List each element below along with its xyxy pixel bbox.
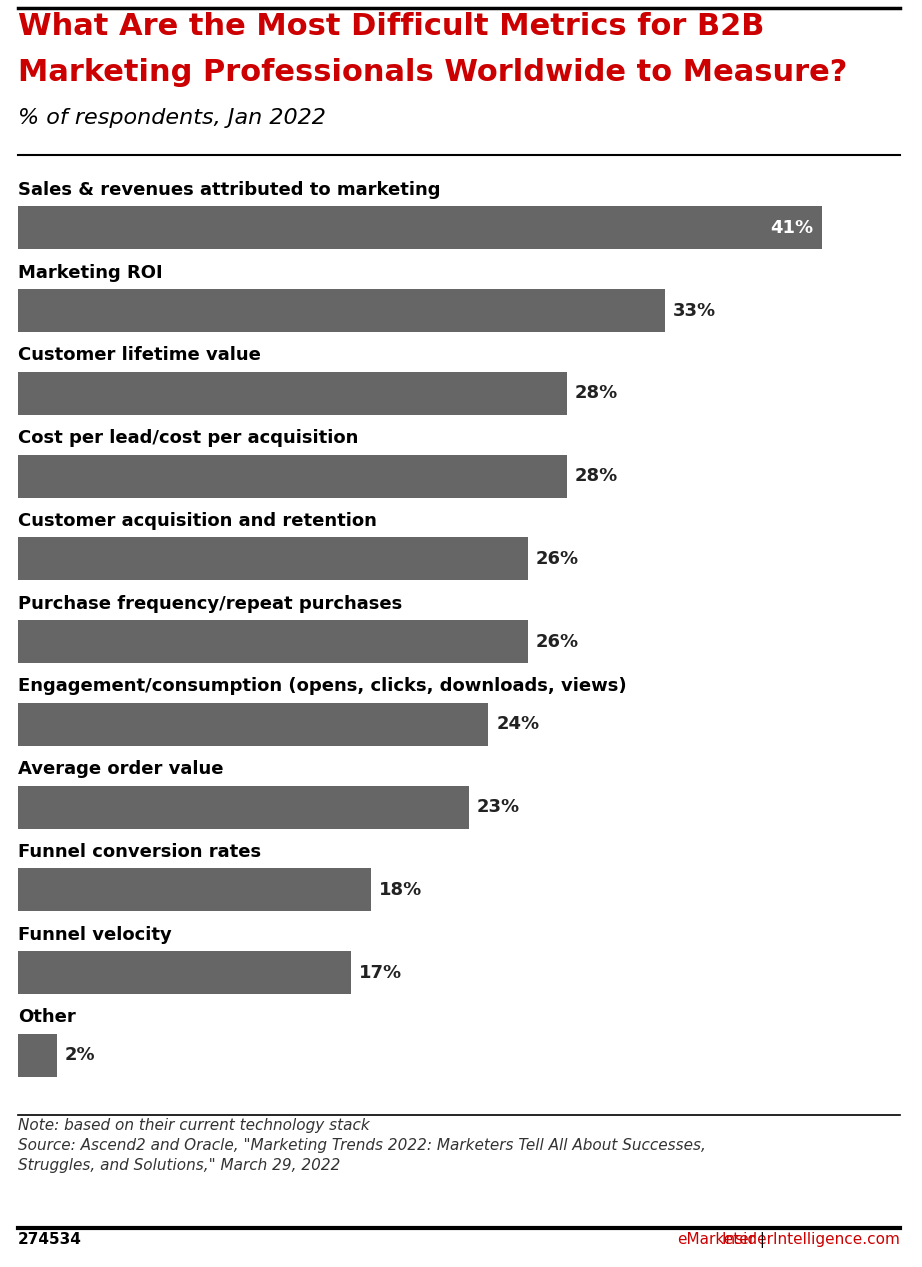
Text: 26%: 26% <box>536 550 579 568</box>
Text: 26%: 26% <box>536 632 579 651</box>
Text: Struggles, and Solutions," March 29, 2022: Struggles, and Solutions," March 29, 202… <box>18 1158 340 1173</box>
Text: 33%: 33% <box>673 302 715 319</box>
Text: Customer acquisition and retention: Customer acquisition and retention <box>18 512 377 530</box>
Text: % of respondents, Jan 2022: % of respondents, Jan 2022 <box>18 108 325 128</box>
Bar <box>18 372 567 414</box>
Text: Note: based on their current technology stack: Note: based on their current technology … <box>18 1117 370 1133</box>
Bar <box>18 620 527 663</box>
Text: 18%: 18% <box>379 881 422 898</box>
Bar <box>18 703 489 746</box>
Text: Cost per lead/cost per acquisition: Cost per lead/cost per acquisition <box>18 430 359 447</box>
Bar <box>18 868 371 911</box>
Text: |: | <box>755 1232 770 1248</box>
Text: Other: Other <box>18 1009 76 1026</box>
Text: Marketing Professionals Worldwide to Measure?: Marketing Professionals Worldwide to Mea… <box>18 58 847 87</box>
Text: Engagement/consumption (opens, clicks, downloads, views): Engagement/consumption (opens, clicks, d… <box>18 678 627 696</box>
Bar <box>18 537 527 580</box>
Text: 24%: 24% <box>496 716 539 734</box>
Text: Funnel conversion rates: Funnel conversion rates <box>18 843 261 860</box>
Text: Purchase frequency/repeat purchases: Purchase frequency/repeat purchases <box>18 594 402 613</box>
Bar <box>18 455 567 498</box>
Text: Source: Ascend2 and Oracle, "Marketing Trends 2022: Marketers Tell All About Suc: Source: Ascend2 and Oracle, "Marketing T… <box>18 1138 706 1153</box>
Bar <box>18 207 822 250</box>
Text: What Are the Most Difficult Metrics for B2B: What Are the Most Difficult Metrics for … <box>18 11 764 41</box>
Text: 274534: 274534 <box>18 1232 82 1247</box>
Text: 41%: 41% <box>771 219 814 237</box>
Bar <box>18 1034 57 1077</box>
Text: 2%: 2% <box>65 1047 96 1064</box>
Text: 28%: 28% <box>574 384 618 403</box>
Bar <box>18 289 665 332</box>
Text: 28%: 28% <box>574 468 618 485</box>
Bar <box>18 952 351 995</box>
Text: InsiderIntelligence.com: InsiderIntelligence.com <box>721 1232 900 1247</box>
Text: Customer lifetime value: Customer lifetime value <box>18 346 261 365</box>
Text: eMarketer: eMarketer <box>677 1232 755 1247</box>
Text: Sales & revenues attributed to marketing: Sales & revenues attributed to marketing <box>18 181 441 199</box>
Bar <box>18 786 468 829</box>
Text: 23%: 23% <box>477 798 520 816</box>
Text: Average order value: Average order value <box>18 760 223 778</box>
Text: 17%: 17% <box>359 964 402 982</box>
Text: Marketing ROI: Marketing ROI <box>18 264 162 281</box>
Text: Funnel velocity: Funnel velocity <box>18 926 171 944</box>
